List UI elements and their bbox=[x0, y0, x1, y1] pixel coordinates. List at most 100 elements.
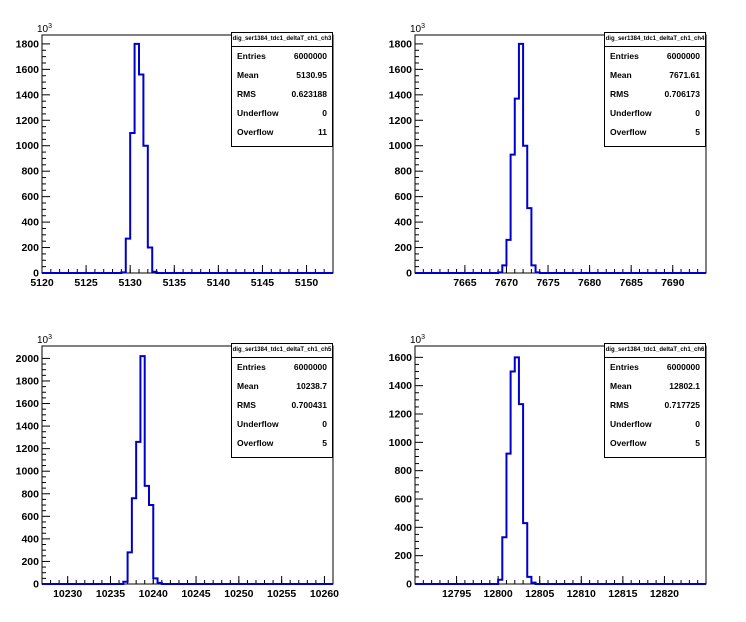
histogram-bin bbox=[527, 577, 531, 584]
y-tick-label: 1200 bbox=[16, 115, 40, 127]
y-tick-label: 1800 bbox=[16, 375, 40, 387]
histogram-bin bbox=[502, 265, 506, 273]
histogram-bin bbox=[515, 357, 519, 584]
x-tick-label: 5135 bbox=[163, 277, 187, 289]
stats-row-mean: Mean 5130.95 bbox=[232, 66, 332, 85]
x-tick-label: 7675 bbox=[536, 277, 560, 289]
histogram-bin bbox=[511, 372, 515, 585]
x-tick-label: 12810 bbox=[567, 588, 596, 600]
y-tick-label: 1600 bbox=[16, 398, 40, 410]
histogram-bin bbox=[139, 74, 143, 273]
stats-value: 0 bbox=[322, 108, 327, 118]
stats-row-overflow: Overflow 11 bbox=[232, 123, 332, 142]
y-tick-label: 0 bbox=[406, 579, 412, 591]
y-tick-label: 800 bbox=[21, 488, 39, 500]
stats-box: dig_ser1384_tdc1_deltaT_ch1_ch5 Entries 6… bbox=[231, 343, 333, 458]
histogram-bin bbox=[531, 265, 535, 273]
y-tick-label: 2000 bbox=[16, 353, 40, 365]
stats-row-entries: Entries 6000000 bbox=[232, 47, 332, 66]
y-tick-label: 1200 bbox=[389, 115, 413, 127]
stats-label: Underflow bbox=[237, 108, 279, 118]
y-multiplier: 103 bbox=[37, 334, 52, 346]
x-tick-label: 12800 bbox=[484, 588, 513, 600]
histogram-bin bbox=[121, 272, 125, 273]
stats-value: 0 bbox=[695, 108, 700, 118]
stats-label: Mean bbox=[237, 381, 259, 391]
x-tick-label: 5140 bbox=[207, 277, 231, 289]
stats-row-underflow: Underflow 0 bbox=[232, 104, 332, 123]
y-tick-label: 400 bbox=[394, 217, 412, 229]
histogram-bin bbox=[498, 272, 502, 273]
x-tick-label: 10255 bbox=[267, 588, 296, 600]
x-tick-label: 5130 bbox=[119, 277, 143, 289]
histogram-panel: 0 200 400 600 800 1000 1200 1400 1600 1800 103 5120… bbox=[16, 23, 334, 289]
y-tick-label: 0 bbox=[33, 579, 39, 591]
stats-value: 12802.1 bbox=[669, 381, 700, 391]
histogram-bin bbox=[523, 146, 527, 273]
histogram-bin bbox=[128, 552, 132, 584]
histogram-bin bbox=[149, 505, 153, 584]
y-tick-label: 600 bbox=[394, 494, 412, 506]
x-tick-label: 10260 bbox=[310, 588, 339, 600]
histogram-bin bbox=[143, 146, 147, 273]
y-tick-label: 600 bbox=[21, 191, 39, 203]
stats-row-rms: RMS 0.700431 bbox=[232, 396, 332, 415]
stats-title: dig_ser1384_tdc1_deltaT_ch1_ch5 bbox=[232, 344, 332, 358]
stats-row-rms: RMS 0.717725 bbox=[605, 396, 705, 415]
stats-label: Mean bbox=[610, 70, 632, 80]
stats-label: Mean bbox=[237, 70, 259, 80]
histogram-bin bbox=[148, 248, 152, 273]
x-tick-label: 10240 bbox=[139, 588, 168, 600]
x-tick-label: 10245 bbox=[181, 588, 210, 600]
histogram-bin bbox=[130, 133, 134, 273]
stats-value: 6000000 bbox=[666, 51, 700, 61]
stats-label: RMS bbox=[610, 400, 629, 410]
stats-label: Entries bbox=[237, 362, 266, 372]
stats-label: Overflow bbox=[610, 127, 647, 137]
stats-label: Overflow bbox=[237, 438, 274, 448]
stats-value: 0 bbox=[322, 419, 327, 429]
x-tick-label: 7665 bbox=[453, 277, 477, 289]
stats-row-underflow: Underflow 0 bbox=[605, 415, 705, 434]
y-multiplier: 103 bbox=[37, 23, 52, 35]
histogram-panel: 0 200 400 600 800 1000 1200 1400 1600 1800 2000 103… bbox=[16, 334, 340, 600]
stats-box: dig_ser1384_tdc1_deltaT_ch1_ch6 Entries 6… bbox=[604, 343, 706, 458]
histogram-bin bbox=[158, 583, 162, 584]
histogram-bin bbox=[153, 578, 157, 584]
stats-label: Underflow bbox=[610, 108, 652, 118]
stats-value: 5130.95 bbox=[296, 70, 327, 80]
histogram-panel: 0 200 400 600 800 1000 1200 1400 1600 103 12795 128… bbox=[389, 334, 707, 600]
y-tick-label: 1000 bbox=[16, 466, 40, 478]
histogram-bin bbox=[519, 44, 523, 273]
y-tick-label: 400 bbox=[21, 217, 39, 229]
stats-row-rms: RMS 0.623188 bbox=[232, 85, 332, 104]
histogram-bin bbox=[506, 454, 510, 584]
y-tick-label: 200 bbox=[21, 556, 39, 568]
histogram-bin bbox=[519, 404, 523, 584]
y-tick-label: 0 bbox=[33, 268, 39, 280]
stats-value: 5 bbox=[695, 438, 700, 448]
stats-value: 0.700431 bbox=[291, 400, 327, 410]
stats-value: 6000000 bbox=[666, 362, 700, 372]
stats-title: dig_ser1384_tdc1_deltaT_ch1_ch3 bbox=[232, 33, 332, 47]
y-tick-label: 1600 bbox=[16, 64, 40, 76]
stats-row-mean: Mean 12802.1 bbox=[605, 377, 705, 396]
stats-label: Overflow bbox=[237, 127, 274, 137]
stats-label: Overflow bbox=[610, 438, 647, 448]
y-tick-label: 200 bbox=[394, 242, 412, 254]
stats-value: 5 bbox=[322, 438, 327, 448]
stats-value: 11 bbox=[318, 127, 327, 137]
y-tick-label: 400 bbox=[394, 522, 412, 534]
stats-box: dig_ser1384_tdc1_deltaT_ch1_ch4 Entries 6… bbox=[604, 32, 706, 147]
y-tick-label: 1000 bbox=[389, 140, 413, 152]
x-tick-label: 12820 bbox=[650, 588, 679, 600]
stats-value: 5 bbox=[695, 127, 700, 137]
histogram-panel: 0 200 400 600 800 1000 1200 1400 1600 1800 103 7665… bbox=[389, 23, 707, 289]
histogram-bin bbox=[511, 155, 515, 273]
y-tick-label: 1800 bbox=[16, 38, 40, 50]
histogram-bin bbox=[132, 498, 136, 584]
x-tick-label: 12795 bbox=[442, 588, 471, 600]
y-tick-label: 600 bbox=[394, 191, 412, 203]
x-tick-label: 7690 bbox=[661, 277, 685, 289]
